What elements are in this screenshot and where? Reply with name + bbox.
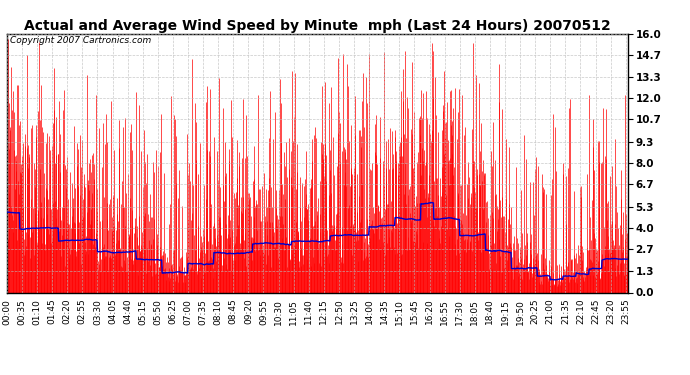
Title: Actual and Average Wind Speed by Minute  mph (Last 24 Hours) 20070512: Actual and Average Wind Speed by Minute … [24, 19, 611, 33]
Text: Copyright 2007 Cartronics.com: Copyright 2007 Cartronics.com [10, 36, 151, 45]
